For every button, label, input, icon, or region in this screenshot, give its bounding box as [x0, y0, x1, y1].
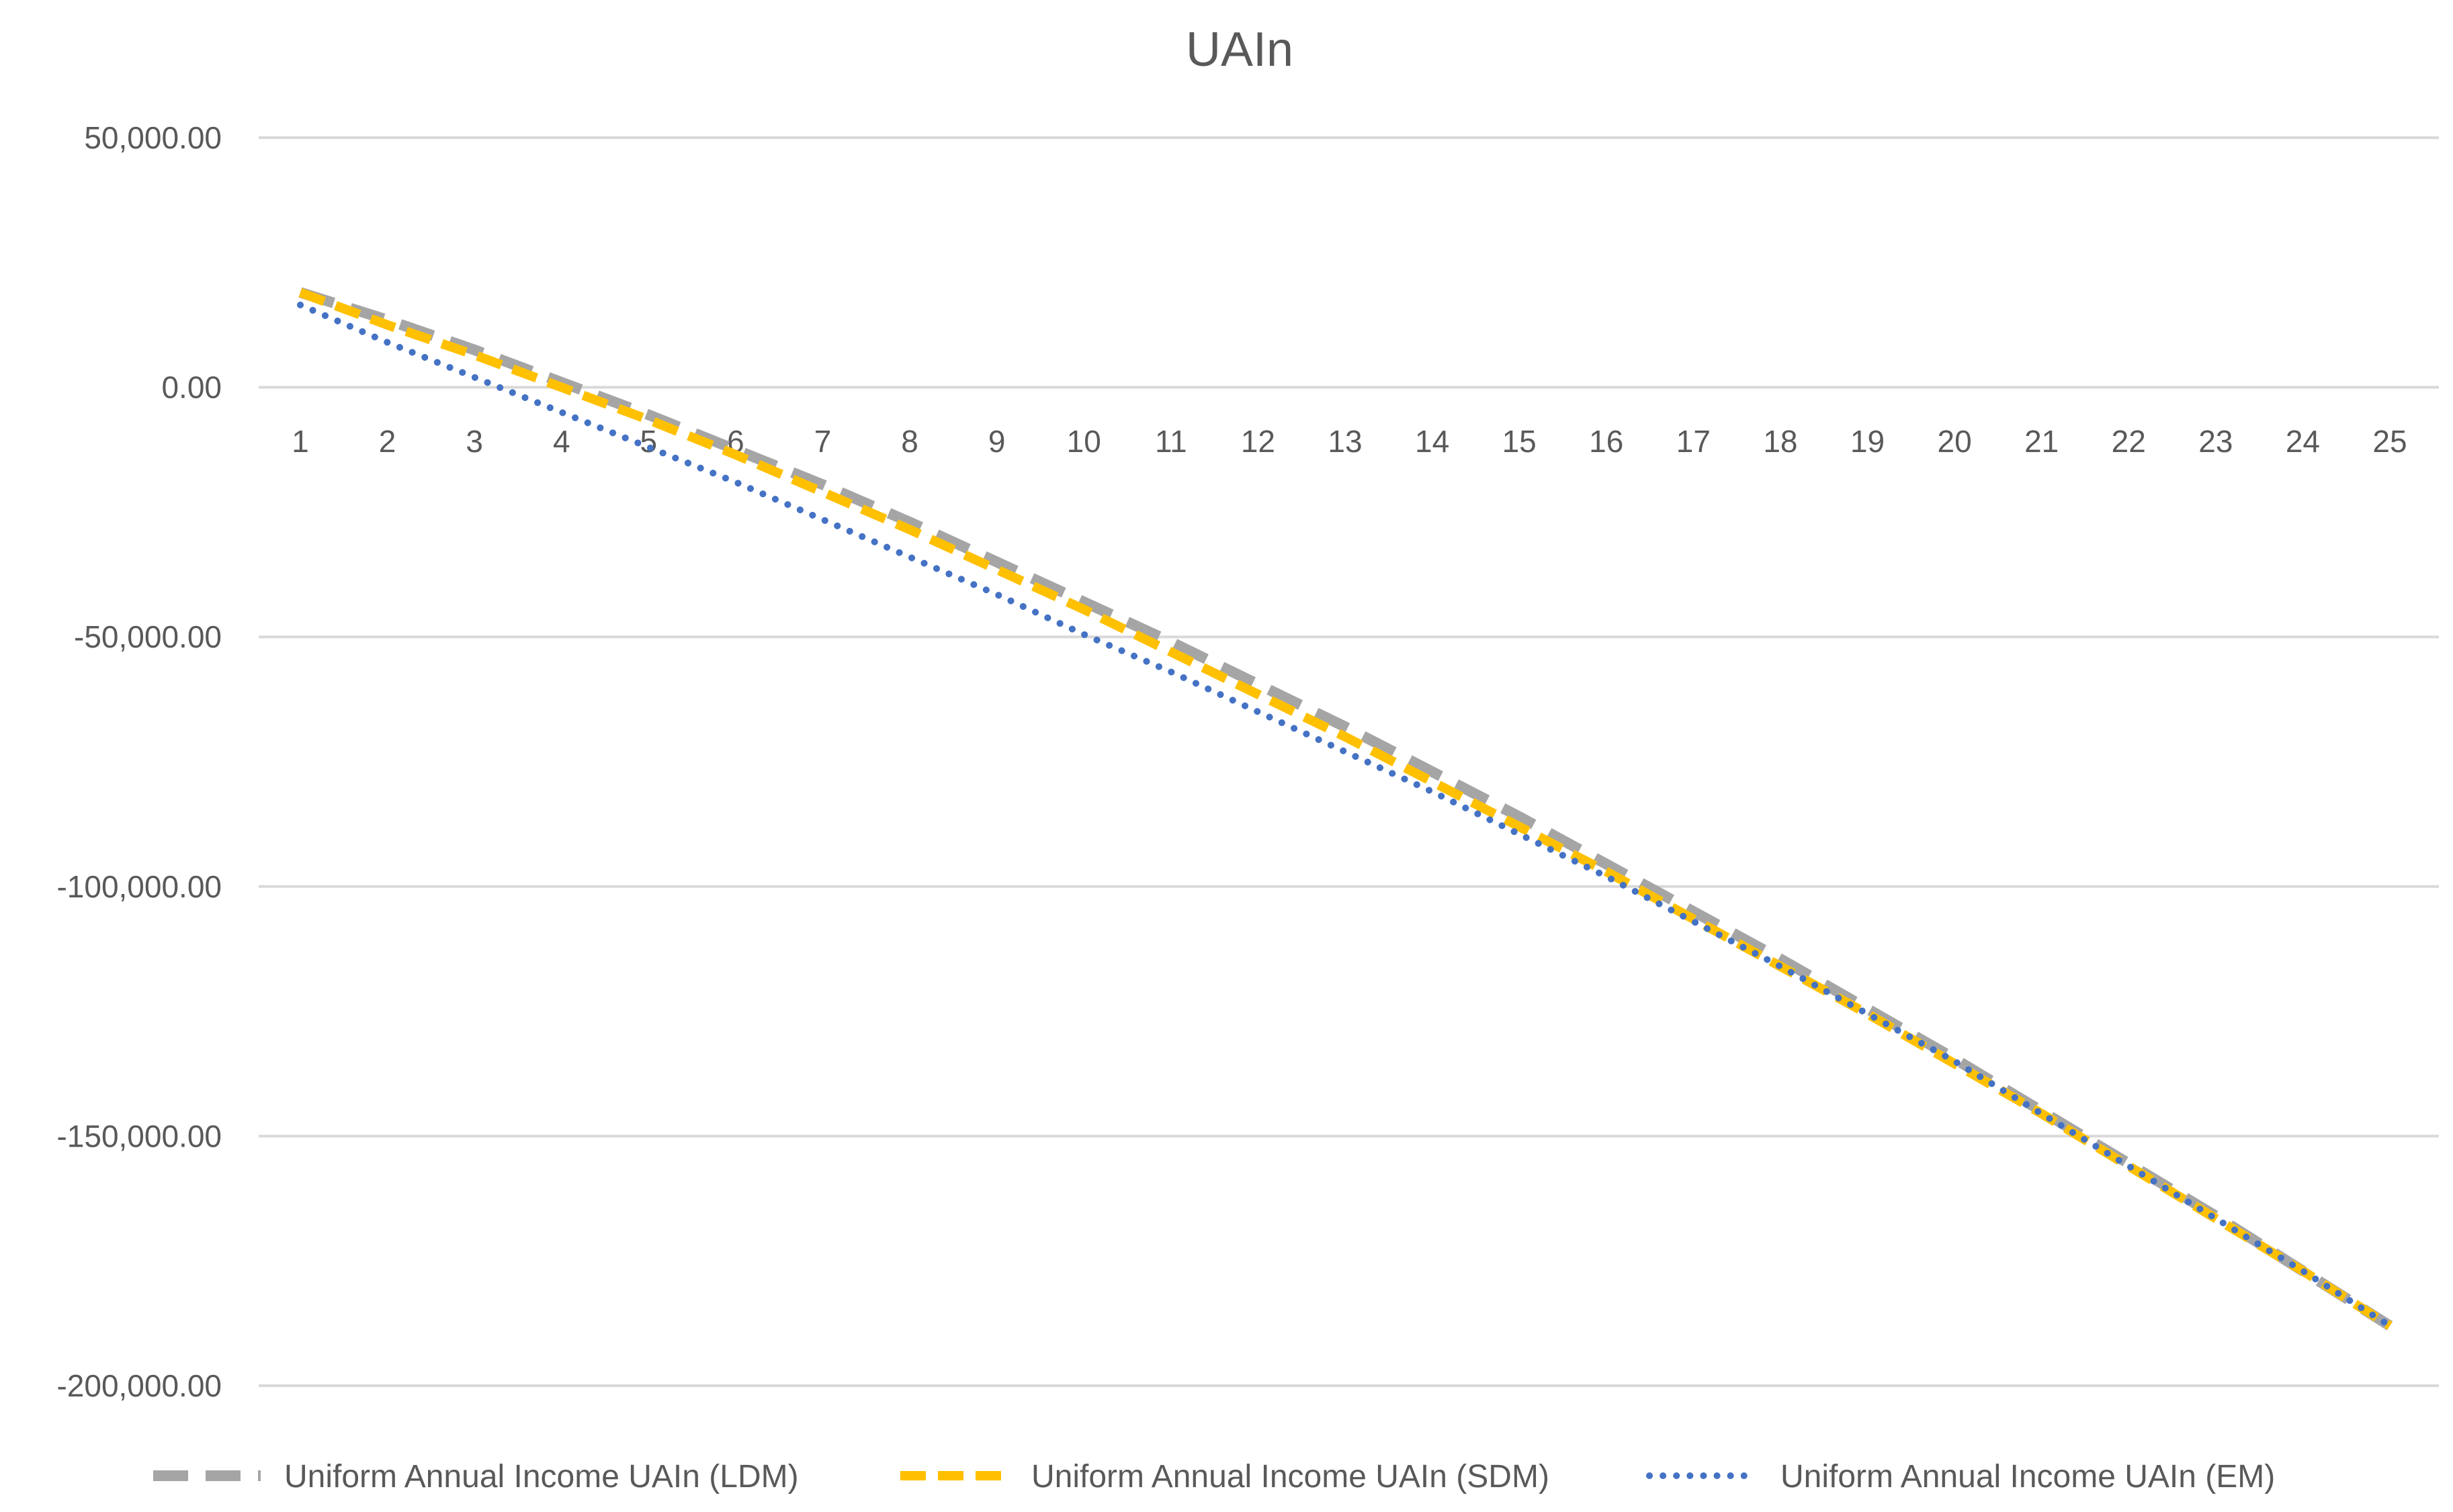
- x-tick-label: 1: [292, 424, 309, 459]
- x-tick-label: 24: [2286, 424, 2320, 459]
- x-tick-label: 13: [1328, 424, 1362, 459]
- y-tick-label: -100,000.00: [56, 869, 222, 904]
- legend-label-2: Uniform Annual Income UAIn (SDM): [1031, 1459, 1549, 1495]
- x-axis-tick-labels: 1 2 3 4 5 6 7 8 9 10 11 12 13 14 15 16 17 18 19 20 21 22 23 24 2…: [292, 424, 2407, 459]
- gridlines: [259, 136, 2439, 1387]
- x-tick-label: 7: [814, 424, 832, 459]
- y-tick-label: -150,000.00: [56, 1118, 222, 1153]
- y-axis-tick-labels: 50,000.00 0.00 -50,000.00 -100,000.00 -150,0…: [56, 120, 222, 1403]
- x-tick-label: 21: [2024, 424, 2059, 459]
- series-line-1: [298, 287, 2393, 1331]
- y-tick-label: 50,000.00: [84, 120, 222, 155]
- x-tick-label: 17: [1676, 424, 1711, 459]
- x-tick-label: 14: [1415, 424, 1449, 459]
- x-tick-label: 2: [379, 424, 396, 459]
- x-tick-label: 9: [988, 424, 1006, 459]
- x-tick-label: 16: [1589, 424, 1623, 459]
- series-lines: [297, 287, 2393, 1331]
- x-tick-label: 5: [640, 424, 658, 459]
- x-tick-label: 19: [1850, 424, 1885, 459]
- legend-label-3: Uniform Annual Income UAIn (EM): [1780, 1459, 2275, 1495]
- x-tick-label: 10: [1067, 424, 1101, 459]
- x-tick-label: 11: [1155, 424, 1187, 459]
- chart-title: UAIn: [1186, 23, 1293, 77]
- legend-label-1: Uniform Annual Income UAIn (LDM): [284, 1459, 799, 1495]
- x-tick-label: 15: [1502, 424, 1537, 459]
- x-tick-label: 22: [2112, 424, 2146, 459]
- x-tick-label: 25: [2372, 424, 2407, 459]
- y-tick-label: -50,000.00: [74, 619, 222, 654]
- x-tick-label: 12: [1241, 424, 1275, 459]
- x-tick-label: 8: [901, 424, 918, 459]
- y-tick-label: 0.00: [161, 370, 222, 405]
- x-tick-label: 20: [1937, 424, 1971, 459]
- x-tick-label: 4: [553, 424, 570, 459]
- x-tick-label: 23: [2198, 424, 2233, 459]
- legend: Uniform Annual Income UAIn (LDM) Uniform …: [153, 1459, 2275, 1495]
- series-line-2: [298, 287, 2393, 1330]
- series-line-3: [297, 302, 2393, 1329]
- x-tick-label: 18: [1763, 424, 1797, 459]
- x-tick-label: 3: [466, 424, 483, 459]
- y-tick-label: -200,000.00: [56, 1368, 222, 1403]
